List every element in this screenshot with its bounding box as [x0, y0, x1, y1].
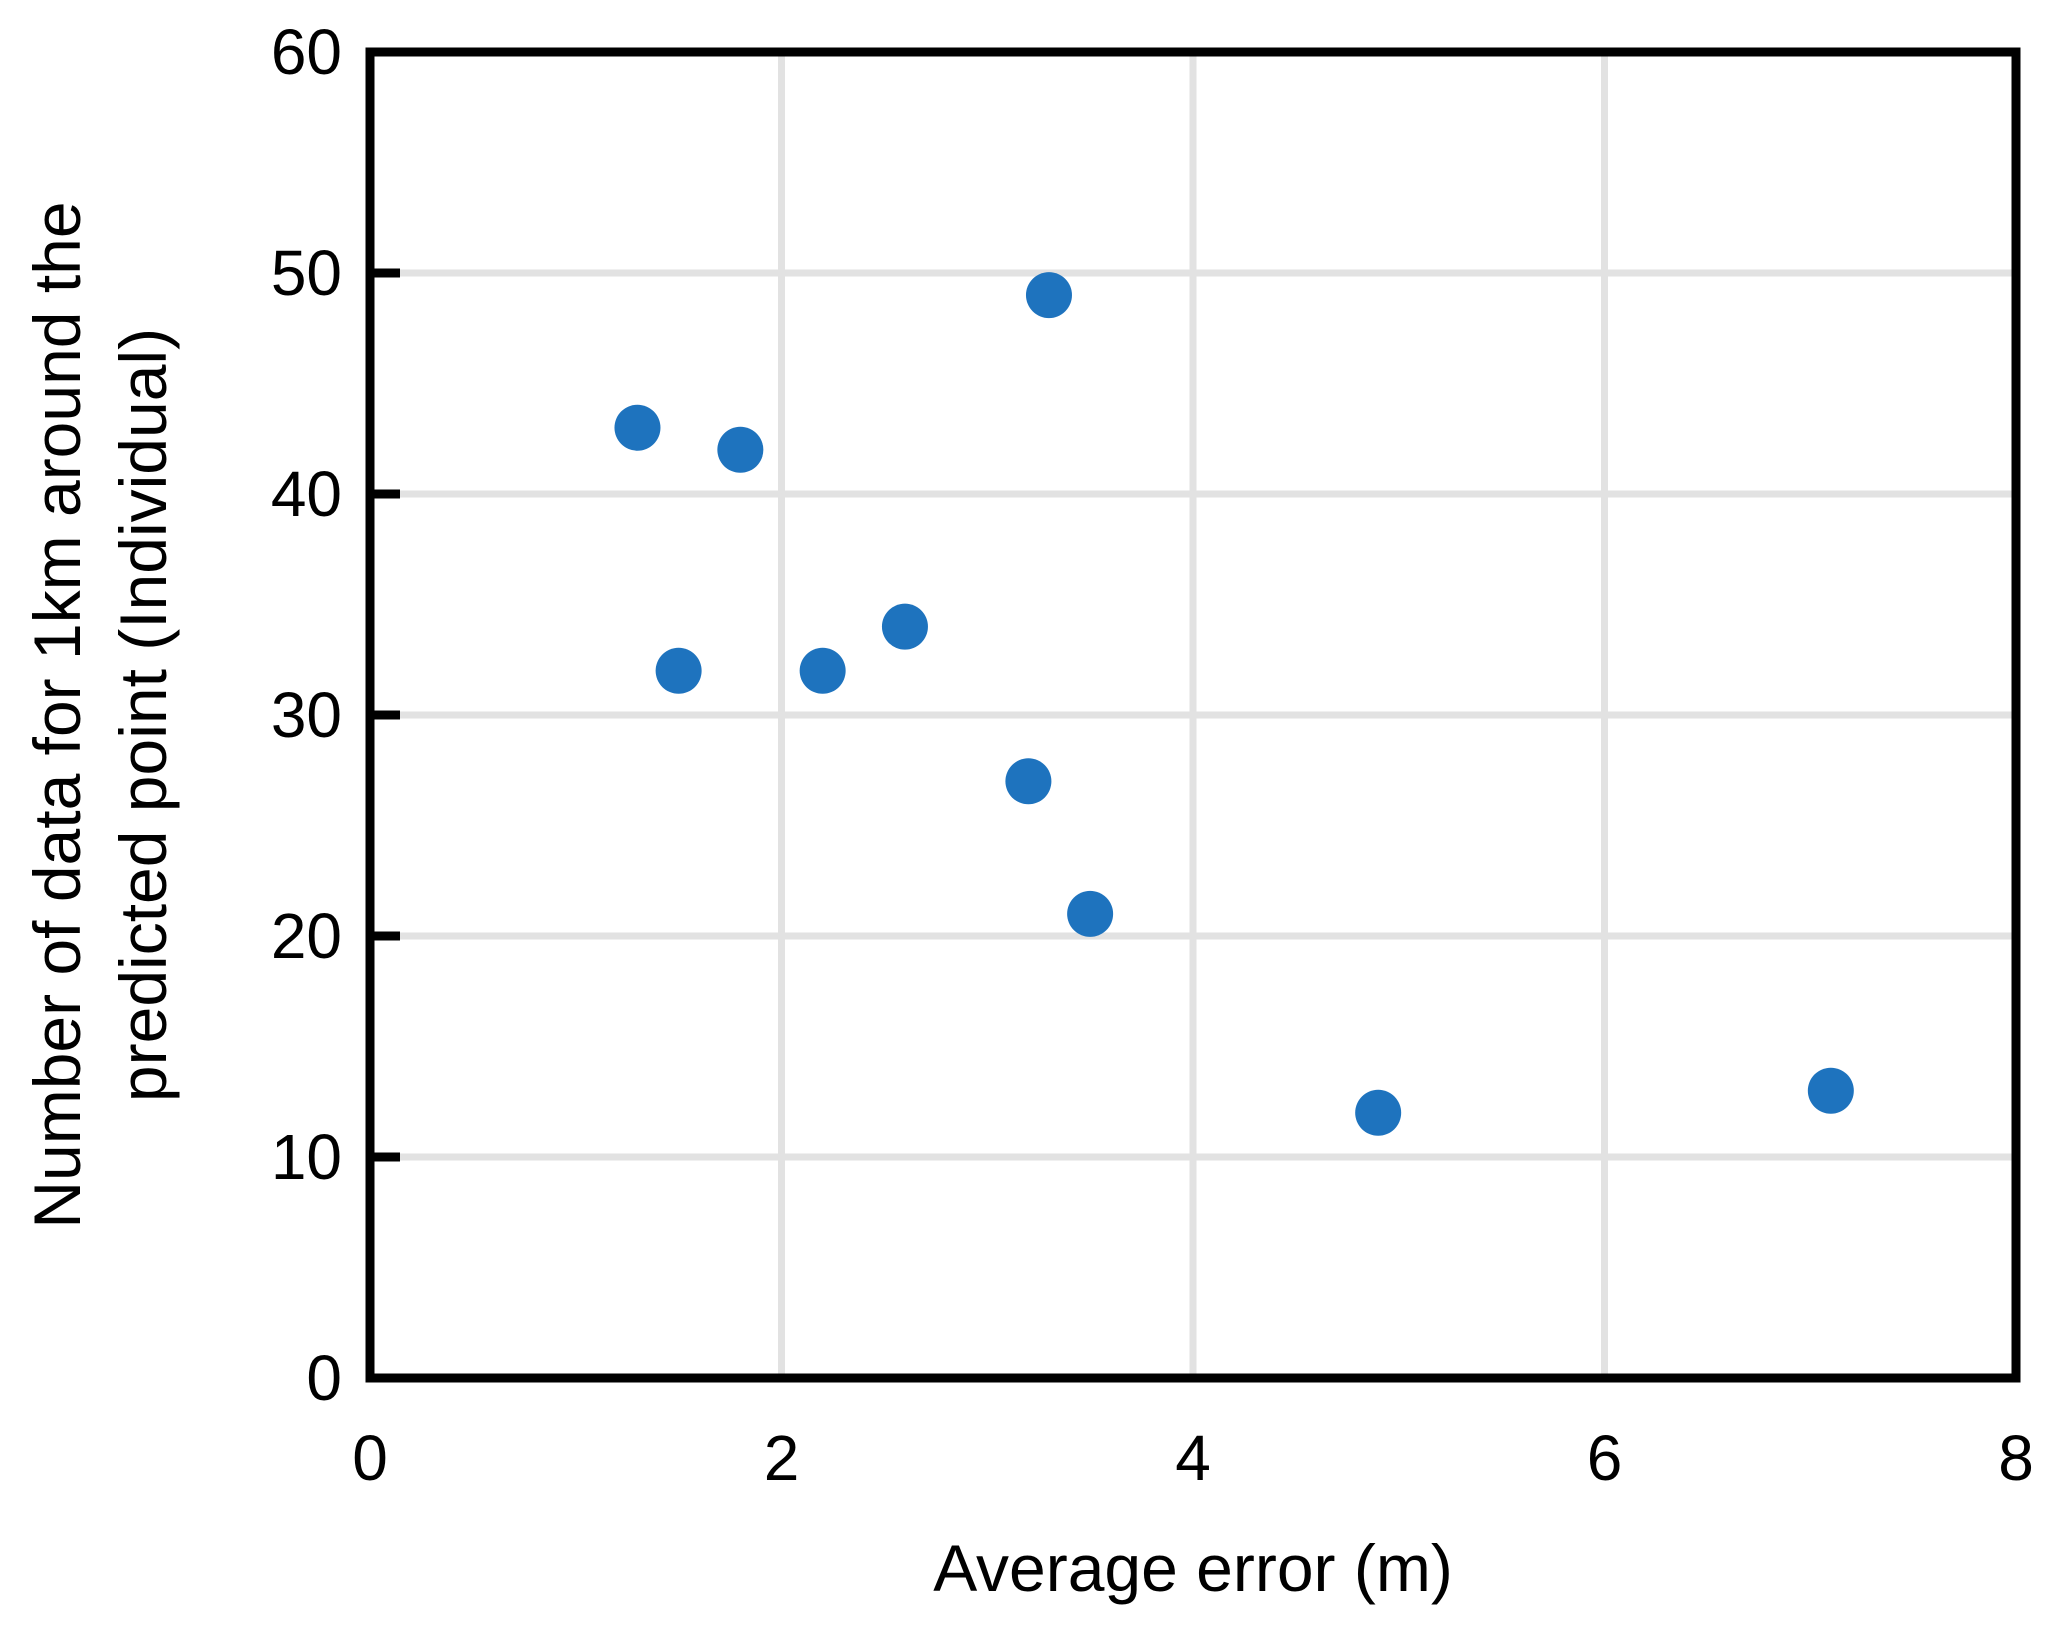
- data-point: [614, 404, 661, 451]
- x-tick-label: 6: [1587, 1422, 1623, 1494]
- data-point: [799, 647, 846, 694]
- y-tick-label: 60: [271, 16, 342, 88]
- y-tick-label: 20: [271, 900, 342, 972]
- y-tick-label: 30: [271, 679, 342, 751]
- x-tick-label: 2: [764, 1422, 800, 1494]
- data-point: [1005, 758, 1052, 805]
- y-axis-title-line-1: Number of data for 1km around the: [20, 201, 94, 1229]
- x-tick-label: 0: [352, 1422, 388, 1494]
- data-point: [881, 603, 928, 650]
- y-tick-label: 10: [271, 1121, 342, 1193]
- data-point: [1025, 272, 1072, 319]
- data-point: [1355, 1089, 1402, 1136]
- y-tick-label: 0: [306, 1342, 342, 1414]
- data-point: [1067, 890, 1114, 937]
- x-tick-label: 4: [1175, 1422, 1211, 1494]
- x-tick-label: 8: [1998, 1422, 2034, 1494]
- y-axis-title: Number of data for 1km around the predic…: [14, 65, 186, 1365]
- data-point: [717, 426, 764, 473]
- data-point: [655, 647, 702, 694]
- y-tick-label: 40: [271, 458, 342, 530]
- x-axis-title: Average error (m): [933, 1531, 1453, 1605]
- y-tick-label: 50: [271, 237, 342, 309]
- data-point: [1807, 1067, 1854, 1114]
- y-axis-title-line-2: predicted point (Individual): [106, 327, 180, 1103]
